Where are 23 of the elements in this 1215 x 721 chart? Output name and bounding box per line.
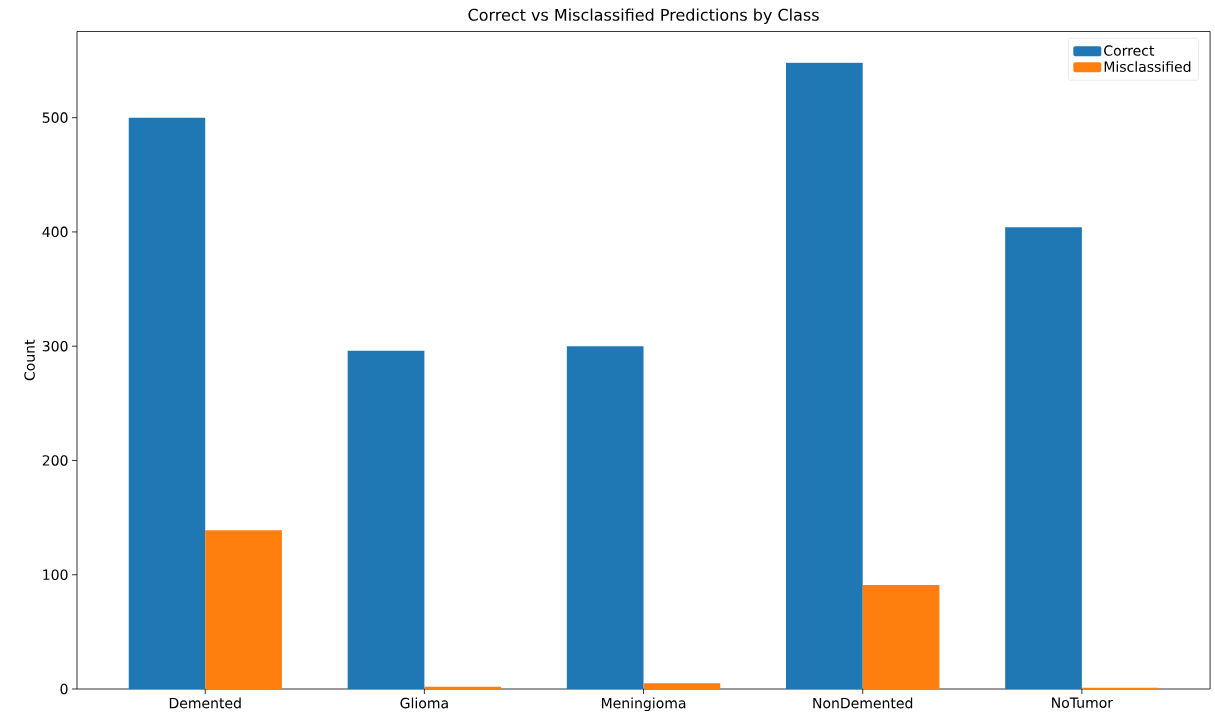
y-tick-label: 200 (42, 455, 68, 466)
y-tick-label: 300 (42, 340, 68, 352)
legend-label: Correct (1104, 45, 1155, 56)
legend-label: Misclassified (1104, 61, 1191, 72)
bar (862, 585, 940, 689)
y-tick-label: 500 (42, 112, 68, 123)
y-tick-label: 400 (42, 226, 68, 238)
bar (1005, 227, 1082, 689)
bar (347, 350, 425, 689)
y-tick-label: 0 (60, 683, 68, 695)
x-tick-label: Glioma (400, 697, 448, 709)
bar (205, 530, 282, 689)
y-tick-label: 100 (43, 569, 68, 581)
x-tick-label: NonDemented (813, 697, 913, 709)
bar (128, 117, 206, 689)
bar (643, 683, 721, 689)
bar (566, 346, 644, 689)
y-axis-title: Count (24, 339, 35, 381)
bar (786, 62, 863, 689)
x-tick-label: NoTumor (1052, 697, 1114, 708)
x-tick-label: Demented (169, 697, 241, 709)
chart-title: Correct vs Misclassified Predictions by Class (468, 8, 819, 24)
x-tick-label: Meningioma (601, 697, 686, 712)
